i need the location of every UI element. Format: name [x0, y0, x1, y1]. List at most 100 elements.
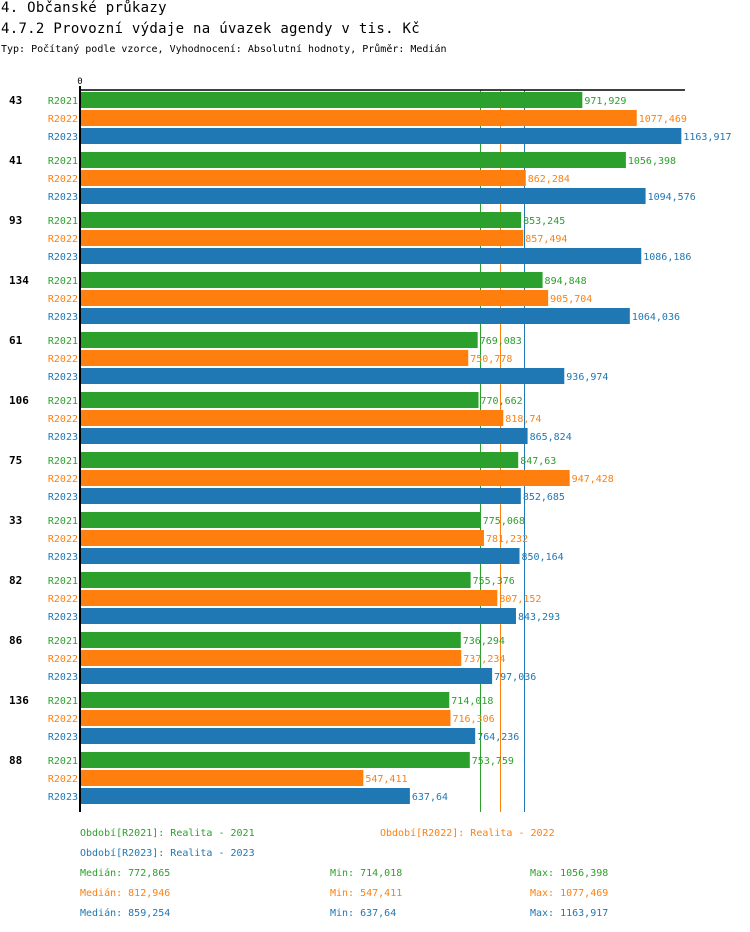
- data-label: 737,234: [463, 654, 505, 665]
- bar-r2021: [81, 632, 461, 648]
- series-label: R2023: [48, 132, 78, 143]
- bar-r2022: [81, 290, 549, 306]
- data-label: 1077,469: [639, 114, 687, 125]
- bar-r2022: [81, 770, 364, 786]
- data-label: 894,848: [545, 276, 587, 287]
- series-label: R2022: [48, 534, 78, 545]
- data-label: 905,704: [550, 294, 592, 305]
- data-label: 857,494: [525, 234, 567, 245]
- series-label: R2023: [48, 552, 78, 563]
- data-label: 764,236: [477, 732, 519, 743]
- bar-r2023: [81, 668, 493, 684]
- data-label: 818,74: [505, 414, 541, 425]
- series-label: R2023: [48, 612, 78, 623]
- data-label: 862,284: [528, 174, 570, 185]
- bar-r2021: [81, 272, 543, 288]
- bar-r2021: [81, 452, 519, 468]
- series-label: R2022: [48, 234, 78, 245]
- data-label: 807,152: [499, 594, 541, 605]
- category-label: 43: [9, 94, 22, 107]
- data-label: 865,824: [530, 432, 572, 443]
- bar-r2022: [81, 110, 637, 126]
- legend-period-r2021: Období[R2021]: Realita - 2021: [80, 828, 255, 839]
- bar-r2023: [81, 128, 682, 144]
- series-label: R2023: [48, 432, 78, 443]
- data-label: 750,778: [470, 354, 512, 365]
- bar-r2022: [81, 650, 462, 666]
- bar-r2022: [81, 470, 570, 486]
- series-label: R2021: [48, 456, 78, 467]
- bar-r2023: [81, 488, 521, 504]
- data-label: 947,428: [572, 474, 614, 485]
- data-label: 797,036: [494, 672, 536, 683]
- bar-r2022: [81, 230, 524, 246]
- series-label: R2021: [48, 756, 78, 767]
- bar-r2023: [81, 308, 630, 324]
- series-label: R2023: [48, 672, 78, 683]
- legend-median-r2023: Medián: 859,254: [80, 908, 171, 919]
- series-label: R2022: [48, 414, 78, 425]
- series-label: R2023: [48, 372, 78, 383]
- data-label: 547,411: [365, 774, 407, 785]
- series-label: R2023: [48, 792, 78, 803]
- data-label: 843,293: [518, 612, 560, 623]
- series-label: R2021: [48, 336, 78, 347]
- series-label: R2021: [48, 156, 78, 167]
- data-label: 755,376: [473, 576, 515, 587]
- data-label: 1163,917: [683, 132, 731, 143]
- bar-r2023: [81, 788, 410, 804]
- category-label: 88: [9, 754, 22, 767]
- bar-r2021: [81, 512, 481, 528]
- category-label: 61: [9, 334, 23, 347]
- chart-title: 4.7.2 Provozní výdaje na úvazek agendy v…: [1, 21, 420, 37]
- legend-period-r2023: Období[R2023]: Realita - 2023: [80, 848, 255, 859]
- series-label: R2021: [48, 576, 78, 587]
- bar-r2022: [81, 710, 451, 726]
- data-label: 714,018: [451, 696, 493, 707]
- data-label: 853,245: [523, 216, 565, 227]
- section-title: 4. Občanské průkazy: [1, 0, 167, 16]
- bar-r2021: [81, 212, 522, 228]
- legend-min-r2021: Min: 714,018: [330, 868, 403, 879]
- series-label: R2022: [48, 654, 78, 665]
- series-label: R2022: [48, 774, 78, 785]
- data-label: 1056,398: [628, 156, 676, 167]
- series-label: R2022: [48, 174, 78, 185]
- category-label: 93: [9, 214, 22, 227]
- bar-r2022: [81, 590, 498, 606]
- bar-r2022: [81, 410, 504, 426]
- data-label: 769,083: [480, 336, 522, 347]
- data-label: 1094,576: [648, 192, 696, 203]
- category-label: 75: [9, 454, 22, 467]
- legend-period-r2022: Období[R2022]: Realita - 2022: [380, 828, 555, 839]
- bar-r2023: [81, 248, 642, 264]
- series-label: R2023: [48, 492, 78, 503]
- bar-r2022: [81, 170, 526, 186]
- category-label: 33: [9, 514, 22, 527]
- bar-r2023: [81, 728, 476, 744]
- category-label: 41: [9, 154, 23, 167]
- series-label: R2021: [48, 96, 78, 107]
- bar-r2022: [81, 350, 469, 366]
- data-label: 850,164: [522, 552, 564, 563]
- series-label: R2022: [48, 294, 78, 305]
- legend-min-r2023: Min: 637,64: [330, 908, 397, 919]
- bar-r2021: [81, 332, 478, 348]
- series-label: R2023: [48, 732, 78, 743]
- series-label: R2023: [48, 252, 78, 263]
- category-label: 82: [9, 574, 22, 587]
- legend-max-r2021: Max: 1056,398: [530, 868, 609, 879]
- bar-r2022: [81, 530, 484, 546]
- bar-r2023: [81, 428, 528, 444]
- series-label: R2023: [48, 192, 78, 203]
- bar-r2023: [81, 188, 646, 204]
- legend-median-r2022: Medián: 812,946: [80, 888, 171, 899]
- data-label: 847,63: [520, 456, 556, 467]
- data-label: 775,068: [483, 516, 525, 527]
- series-label: R2022: [48, 354, 78, 365]
- bar-r2023: [81, 608, 516, 624]
- data-label: 770,662: [481, 396, 523, 407]
- data-label: 1064,036: [632, 312, 680, 323]
- series-label: R2022: [48, 594, 78, 605]
- x-tick-label: 0: [77, 77, 82, 87]
